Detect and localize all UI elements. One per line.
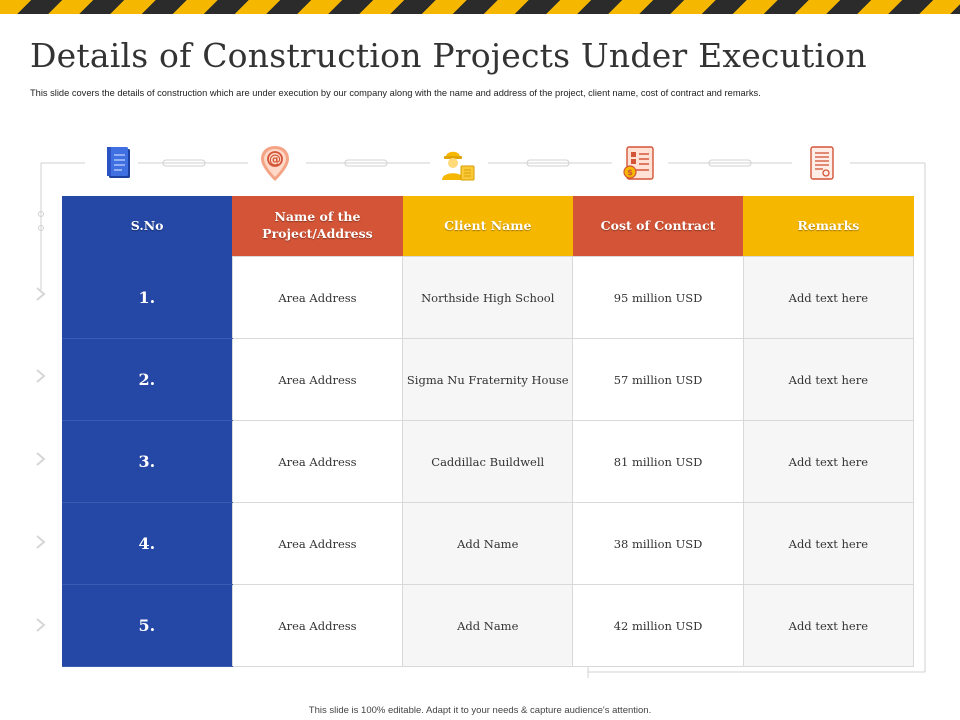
row-number: 2. <box>62 338 233 421</box>
contract-cost-cell: 95 million USD <box>572 256 744 339</box>
header-sno: S.No <box>62 196 233 257</box>
chevron-right-icon <box>36 618 46 632</box>
header-project-address: Name of the Project/Address <box>232 196 403 257</box>
svg-text:$: $ <box>627 168 633 177</box>
slide-title: Details of Construction Projects Under E… <box>30 36 867 75</box>
chevron-right-icon <box>36 452 46 466</box>
table-row: 4. Area Address Add Name 38 million USD … <box>62 502 915 585</box>
remarks-cell: Add text here <box>742 256 915 339</box>
table-row: 2. Area Address Sigma Nu Fraternity Hous… <box>62 338 915 421</box>
client-name-cell: Northside High School <box>402 256 574 339</box>
contract-cost-cell: 81 million USD <box>572 420 744 503</box>
project-address-cell: Area Address <box>231 584 404 667</box>
remarks-cell: Add text here <box>742 420 915 503</box>
table-row: 5. Area Address Add Name 42 million USD … <box>62 584 915 667</box>
table-row: 1. Area Address Northside High School 95… <box>62 256 915 339</box>
remarks-cell: Add text here <box>742 584 915 667</box>
project-address-cell: Area Address <box>231 256 404 339</box>
row-number: 1. <box>62 256 233 339</box>
project-address-cell: Area Address <box>231 502 404 585</box>
contract-cost-cell: 57 million USD <box>572 338 744 421</box>
svg-text:@: @ <box>269 153 281 167</box>
checklist-icon <box>801 143 841 183</box>
client-name-cell: Add Name <box>402 584 574 667</box>
chevron-right-icon <box>36 287 46 301</box>
table-header-row: S.No Name of the Project/Address Client … <box>62 196 914 257</box>
chevron-right-icon <box>36 369 46 383</box>
contract-cost-cell: 42 million USD <box>572 584 744 667</box>
client-name-cell: Add Name <box>402 502 574 585</box>
slide-subtitle: This slide covers the details of constru… <box>30 88 761 98</box>
hazard-stripe-banner <box>0 0 960 14</box>
chevron-right-icon <box>36 535 46 549</box>
client-name-cell: Caddillac Buildwell <box>402 420 574 503</box>
row-number: 3. <box>62 420 233 503</box>
row-number: 4. <box>62 502 233 585</box>
document-icon <box>99 143 139 183</box>
client-name-cell: Sigma Nu Fraternity House <box>402 338 574 421</box>
header-cost-of-contract: Cost of Contract <box>572 196 744 257</box>
header-remarks: Remarks <box>743 196 914 257</box>
location-pin-icon: @ <box>255 143 295 183</box>
remarks-cell: Add text here <box>742 338 915 421</box>
contract-cost-icon: $ <box>619 143 659 183</box>
table-row: 3. Area Address Caddillac Buildwell 81 m… <box>62 420 915 503</box>
footer-note: This slide is 100% editable. Adapt it to… <box>308 705 652 716</box>
row-number: 5. <box>62 584 233 667</box>
project-address-cell: Area Address <box>231 420 404 503</box>
worker-icon <box>437 143 477 183</box>
header-client-name: Client Name <box>402 196 573 257</box>
projects-table: S.No Name of the Project/Address Client … <box>62 196 915 667</box>
project-address-cell: Area Address <box>231 338 404 421</box>
remarks-cell: Add text here <box>742 502 915 585</box>
contract-cost-cell: 38 million USD <box>572 502 744 585</box>
